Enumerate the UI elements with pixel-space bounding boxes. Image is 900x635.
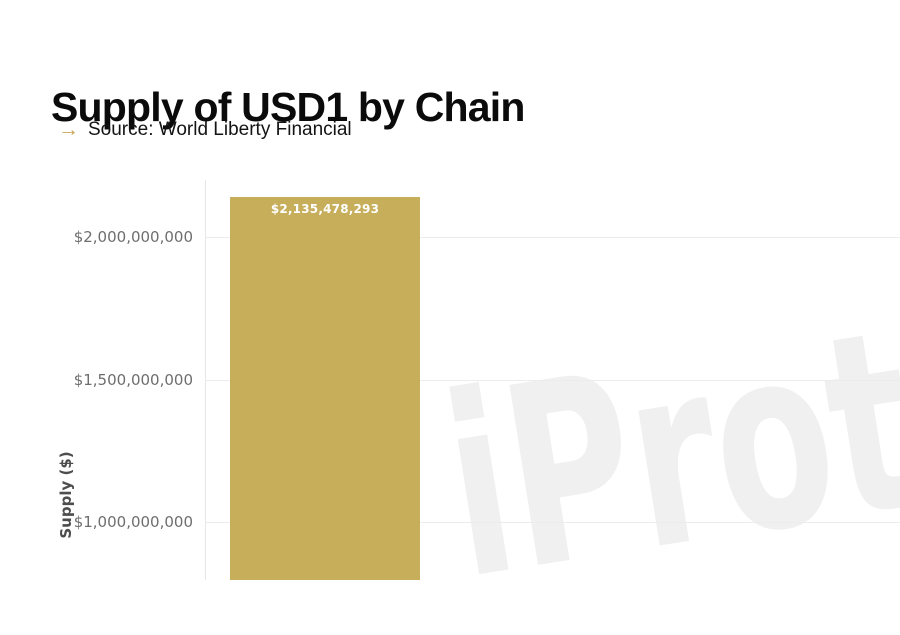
page-title: Supply of USD1 by Chain [51,84,525,131]
y-axis-title: Supply ($) [57,451,75,539]
watermark-text: iProt [428,274,900,635]
bar-usd1-supply: $2,135,478,293 [230,197,420,580]
gridline-1500000000 [205,380,900,381]
source-label: Source: World Liberty Financial [88,119,352,140]
y-tick-label-1b: $1,000,000,000 [73,513,193,531]
source-line: → Source: World Liberty Financial [58,119,352,141]
y-tick-label-1-5b: $1,500,000,000 [73,371,193,389]
arrow-right-icon: → [58,117,79,141]
gridline-2000000000 [205,237,900,238]
y-tick-label-2b: $2,000,000,000 [73,228,193,246]
bar-value-label: $2,135,478,293 [270,202,380,216]
gridline-1000000000 [205,522,900,523]
